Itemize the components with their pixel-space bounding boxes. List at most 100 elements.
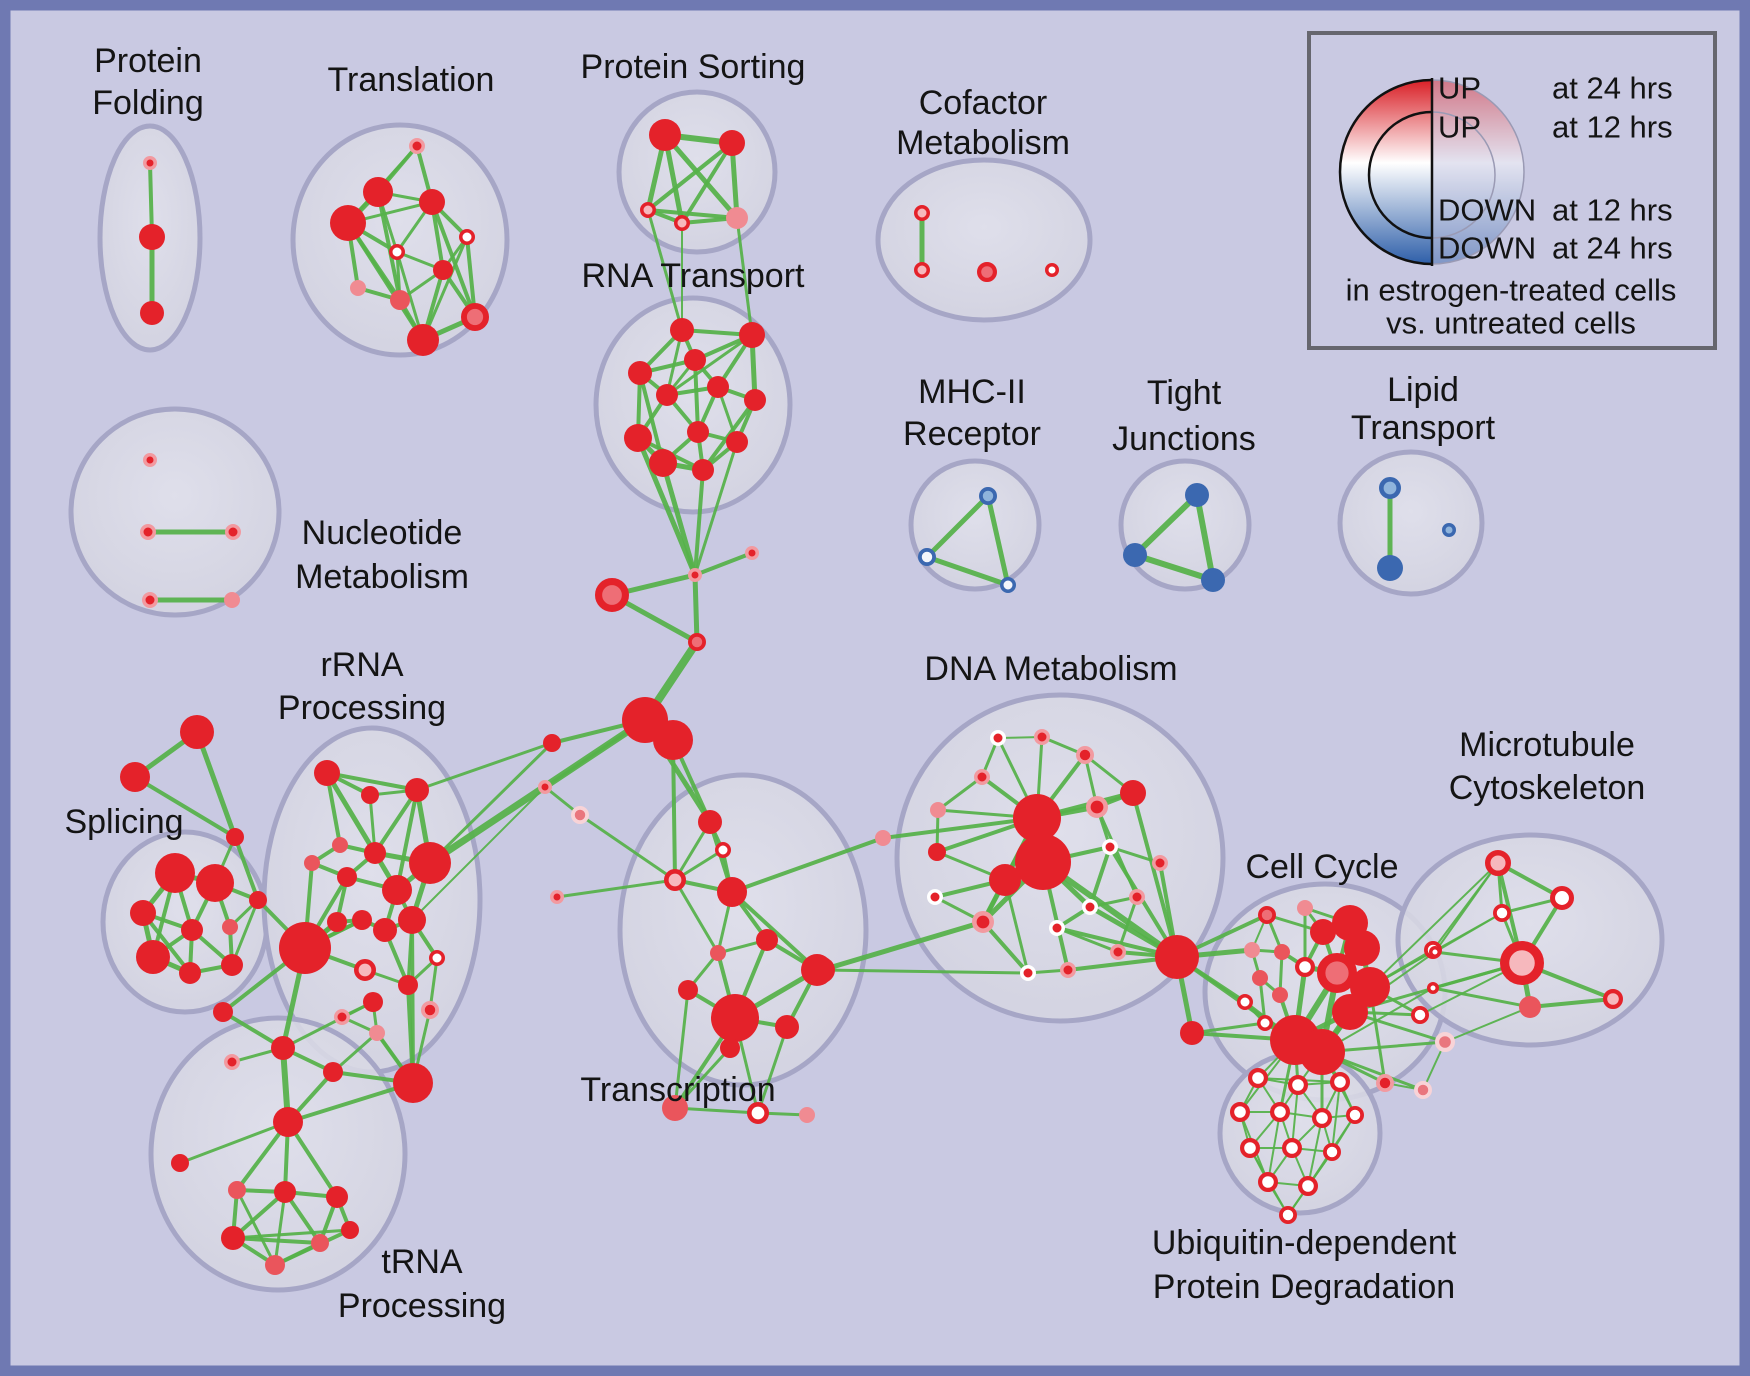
edge-link-rt-ch (693, 440, 739, 577)
edge-tri (194, 729, 238, 840)
network-node-tj (1123, 543, 1147, 567)
cluster-label-nucleotide: Metabolism (295, 558, 469, 596)
network-node-nm (140, 524, 156, 540)
network-node-spl (136, 940, 170, 974)
network-node-ps (649, 119, 681, 151)
network-node-cc (1294, 956, 1315, 977)
network-node-pf (143, 156, 157, 170)
network-node-ch (538, 780, 552, 794)
edge-link-ch-ts (578, 813, 677, 882)
network-node-rr (398, 906, 426, 934)
network-node-lt (1379, 476, 1402, 499)
network-node-rr (393, 1063, 433, 1103)
network-node-rr (334, 1009, 350, 1025)
edge-tn (178, 1120, 290, 1165)
network-node-tn (273, 1107, 303, 1137)
cluster-label-protein-folding: Folding (92, 84, 204, 122)
network-node-ub (1346, 1106, 1365, 1125)
legend-box (1307, 31, 1717, 350)
cluster-label-dna-metabolism: DNA Metabolism (924, 650, 1177, 688)
network-node-ub (1239, 1137, 1260, 1158)
edge-ts (673, 1046, 732, 1110)
edge-rr (281, 1000, 375, 1050)
edge-tn (231, 1228, 352, 1240)
edge-tj (1132, 492, 1200, 558)
network-node-rr (382, 875, 412, 905)
network-node-cc (1434, 1031, 1455, 1052)
cluster-ellipse-tn (148, 1015, 408, 1293)
network-node-rr (352, 910, 372, 930)
network-node-nm (143, 453, 157, 467)
network-node-ts (746, 1102, 769, 1125)
network-node-rt (628, 361, 652, 385)
edge-spl (230, 898, 260, 967)
network-node-tn (171, 1154, 189, 1172)
network-node-tri (180, 715, 214, 749)
network-node-rr (323, 1062, 343, 1082)
edge-rt (665, 333, 754, 397)
network-node-nm (225, 524, 241, 540)
network-node-ub (1287, 1074, 1308, 1095)
edge-mhc (924, 554, 1011, 588)
edge-link-rr-tn (286, 1081, 415, 1124)
cluster-ellipse-nm (68, 406, 282, 618)
edge-link-rt-ch (635, 435, 698, 578)
cluster-label-ubiquitin: Ubiquitin-dependent (1152, 1224, 1457, 1262)
network-node-tn (311, 1234, 329, 1252)
network-node-ts (550, 890, 564, 904)
network-node-cc (1376, 1074, 1395, 1093)
network-node-tr (409, 138, 425, 154)
edge-mt (1528, 997, 1615, 1009)
edge-tr (376, 190, 402, 302)
network-node-cc (1310, 919, 1336, 945)
network-node-spl (181, 919, 203, 941)
network-node-ts (662, 1095, 688, 1121)
network-node-rr (224, 1054, 240, 1070)
cluster-label-rna-transport: RNA Transport (582, 257, 806, 295)
network-node-rt (726, 431, 748, 453)
network-node-rt (707, 376, 729, 398)
network-node-tr (389, 244, 405, 260)
cluster-label-trna-processing: Processing (338, 1287, 506, 1325)
network-node-cc (1257, 1015, 1273, 1031)
edge-ch (692, 572, 700, 645)
network-node-rr (373, 918, 397, 942)
network-node-mt (1429, 946, 1441, 958)
network-node-cc (1316, 953, 1357, 994)
network-node-ps (726, 207, 748, 229)
legend-up24-time: at 24 hrs (1552, 71, 1673, 106)
network-node-dm (989, 864, 1021, 896)
cluster-ellipse-mhc (908, 458, 1042, 592)
network-node-tn (326, 1186, 348, 1208)
cluster-ellipse-tj (1118, 458, 1252, 592)
network-node-ts (717, 877, 747, 907)
network-node-mt (1484, 849, 1511, 876)
cluster-ellipse-lt (1337, 449, 1485, 597)
edge-rr (395, 788, 419, 892)
network-node-ch (653, 720, 693, 760)
network-node-ps (674, 215, 690, 231)
network-node-cc (1299, 1029, 1345, 1075)
network-node-tr (350, 280, 366, 296)
edge-mhc (924, 493, 991, 560)
cluster-label-cell-cycle: Cell Cycle (1245, 848, 1398, 886)
network-node-spl (221, 954, 243, 976)
cluster-ellipse-tr (290, 122, 510, 358)
network-node-mhc (918, 548, 937, 567)
network-node-rt (670, 318, 694, 342)
cluster-label-microtubule: Microtubule (1459, 726, 1635, 764)
network-node-ts (775, 1015, 799, 1039)
edge-dm (1131, 791, 1179, 959)
network-node-ts (799, 1107, 815, 1123)
network-node-cc (1274, 944, 1290, 960)
network-node-cf (1045, 263, 1059, 277)
network-node-dm (1020, 965, 1036, 981)
network-node-rr (363, 992, 383, 1012)
legend-down12-direction: DOWN (1438, 193, 1536, 228)
edge-dm (881, 816, 1039, 840)
network-node-dm (875, 830, 891, 846)
edge-ps (680, 141, 734, 225)
network-node-rr (314, 760, 340, 786)
